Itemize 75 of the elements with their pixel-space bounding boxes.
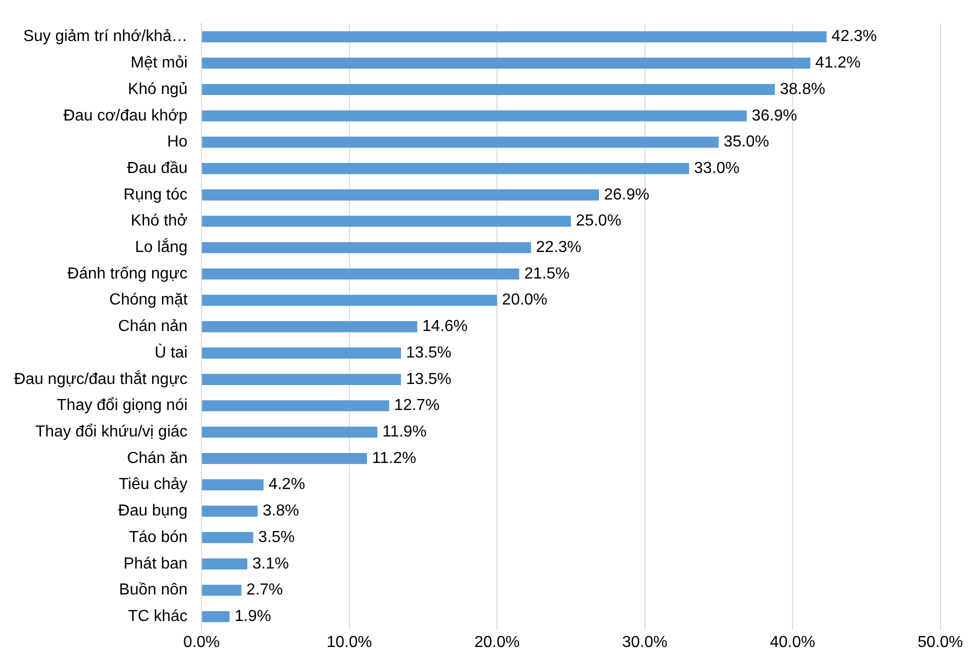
data-label: 21.5%	[524, 265, 570, 282]
bar	[202, 321, 418, 332]
bar	[202, 532, 254, 544]
data-label: 36.9%	[752, 107, 798, 124]
data-label: 33.0%	[694, 160, 740, 177]
data-label: 42.3%	[832, 28, 877, 46]
data-label: 12.7%	[394, 397, 440, 414]
data-label: 14.6%	[422, 318, 468, 336]
bar	[202, 506, 258, 517]
data-label: 35.0%	[724, 134, 770, 151]
data-label: 13.5%	[406, 344, 452, 362]
data-label: 26.9%	[604, 186, 650, 204]
data-label: 3.5%	[258, 528, 295, 546]
data-label: 11.2%	[372, 450, 416, 467]
bar	[202, 84, 775, 96]
y-tick-label: Rụng tóc	[123, 186, 188, 204]
y-tick-label: Chán ăn	[127, 450, 188, 467]
y-tick-label: Đau ngực/đau thắt ngực	[14, 370, 188, 388]
bar	[202, 348, 402, 359]
y-tick-label: Mệt mỏi	[130, 54, 188, 72]
bar	[202, 216, 571, 227]
bar	[202, 136, 719, 148]
data-label: 22.3%	[536, 239, 582, 256]
y-tick-label: Chán nản	[118, 318, 188, 336]
bar	[202, 452, 368, 464]
bar	[202, 426, 378, 438]
bar	[202, 31, 827, 42]
x-tick-label: 40.0%	[770, 634, 816, 651]
data-label: 41.2%	[815, 54, 861, 72]
bar	[202, 58, 810, 69]
data-label: 25.0%	[576, 212, 622, 230]
data-label: 2.7%	[246, 582, 283, 599]
y-tick-label: Chóng mặt	[109, 292, 188, 309]
y-tick-label: Ho	[167, 134, 188, 151]
bar	[202, 268, 520, 280]
x-tick-label: 10.0%	[326, 634, 372, 651]
y-tick-label: Thay đổi khứu/vị giác	[35, 424, 188, 441]
bar	[202, 479, 264, 490]
bar	[202, 584, 242, 596]
y-tick-label: Đau bụng	[118, 502, 188, 520]
y-tick-label: Đánh trống ngực	[67, 265, 188, 282]
data-label: 3.8%	[262, 502, 300, 520]
bar	[202, 400, 390, 412]
data-label: 13.5%	[406, 370, 452, 388]
bar	[202, 558, 248, 570]
y-tick-label: Tiêu chảy	[118, 476, 188, 494]
bar	[202, 611, 230, 622]
y-tick-label: Buồn nôn	[119, 582, 188, 599]
data-label: 4.2%	[268, 476, 306, 494]
data-label: 11.9%	[382, 424, 427, 441]
data-label: 38.8%	[780, 80, 826, 98]
bar	[202, 374, 402, 385]
y-tick-label: Lo lắng	[135, 238, 188, 256]
bar	[202, 242, 532, 254]
x-tick-label: 20.0%	[474, 634, 520, 651]
y-tick-label: TC khác	[128, 608, 188, 626]
y-tick-label: Ù tai	[154, 343, 188, 362]
y-tick-label: Thay đổi giọng nói	[56, 397, 188, 414]
data-label: 20.0%	[502, 292, 548, 309]
y-tick-label: Khó thở	[130, 212, 188, 230]
data-label: 3.1%	[252, 555, 289, 572]
data-label: 1.9%	[234, 608, 272, 626]
y-tick-label: Khó ngủ	[128, 80, 188, 98]
bar	[202, 189, 599, 200]
bar	[202, 110, 747, 122]
y-tick-label: Táo bón	[128, 528, 188, 546]
y-tick-label: Suy giảm trí nhớ/khả…	[23, 28, 188, 46]
x-tick-label: 0.0%	[183, 634, 220, 651]
bar	[202, 294, 498, 306]
y-tick-label: Phát ban	[123, 555, 188, 572]
bar	[202, 163, 690, 174]
x-tick-label: 50.0%	[918, 634, 964, 651]
x-tick-label: 30.0%	[622, 634, 668, 651]
y-tick-label: Đau đầu	[127, 160, 188, 177]
y-tick-label: Đau cơ/đau khớp	[63, 107, 188, 124]
